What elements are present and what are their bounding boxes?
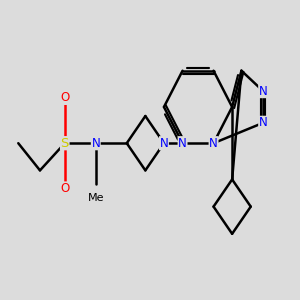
- Text: O: O: [60, 92, 69, 104]
- Text: O: O: [60, 182, 69, 195]
- Text: N: N: [92, 137, 100, 150]
- Text: N: N: [160, 137, 168, 150]
- Text: N: N: [259, 116, 268, 129]
- Text: N: N: [209, 137, 218, 150]
- Text: Me: Me: [88, 193, 104, 203]
- Text: N: N: [259, 85, 268, 98]
- Text: S: S: [61, 137, 69, 150]
- Text: N: N: [178, 137, 187, 150]
